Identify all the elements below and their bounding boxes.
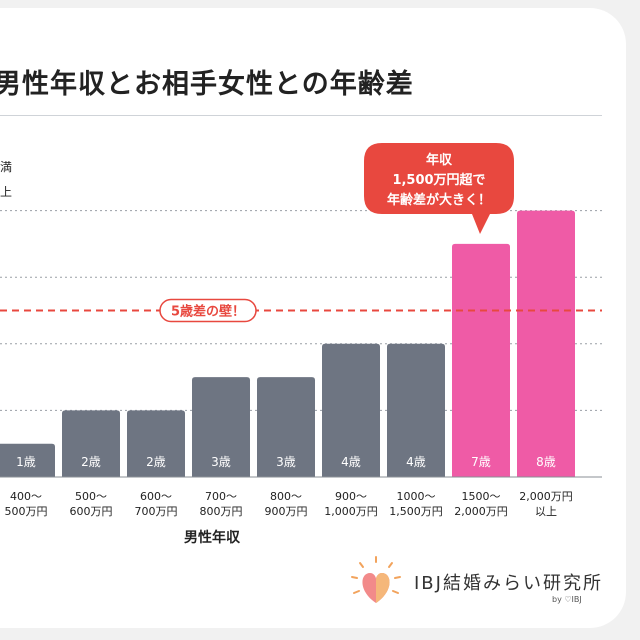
bar [517, 210, 575, 477]
bar [0, 443, 55, 477]
bar-value-label: 3歳 [211, 455, 231, 469]
x-tick-label: 800〜 900万円 [265, 490, 308, 518]
x-tick-label: 400〜 500万円 [5, 490, 48, 518]
bar [62, 410, 120, 477]
bar-value-label: 4歳 [406, 455, 426, 469]
wall-label-pill [159, 298, 257, 323]
title-divider [0, 115, 602, 116]
bar-value-label: 4歳 [341, 455, 361, 469]
x-tick-label: 500〜 600万円 [70, 490, 113, 518]
bar-value-label: 8歳 [536, 455, 556, 469]
x-tick-label: 700〜 800万円 [200, 490, 243, 518]
x-tick-label: 2,000万円以上 [519, 490, 573, 518]
heart-logo-icon [351, 556, 401, 603]
chart-title: 男性年収とお相手女性との年齢差 [0, 69, 414, 100]
bar [257, 377, 315, 477]
logo-by-text: by ♡IBJ [552, 595, 582, 604]
legend-fragment-1: 満 [0, 160, 13, 174]
bar-value-label: 3歳 [276, 455, 296, 469]
x-tick-label: 1500〜 2,000万円 [454, 490, 508, 518]
bar [387, 343, 445, 477]
x-axis-title: 男性年収 [184, 529, 241, 546]
bar [322, 343, 380, 477]
callout-text: 年齢差が大きく！ [387, 192, 491, 208]
legend-fragment-2: 上 [0, 185, 13, 199]
bar-value-label: 7歳 [471, 455, 491, 469]
x-tick-label: 600〜 700万円 [135, 490, 178, 518]
bar [452, 243, 510, 477]
bar-chart: 1歳 400〜 500万円 2歳 500〜 600万円 2歳 600〜 700万円 3歳 700〜 8… [0, 143, 602, 546]
x-tick-label: 900〜 1,000万円 [324, 490, 378, 518]
ibj-logo: IBJ結婚みらい研究所 by ♡IBJ [348, 555, 608, 611]
logo-text: IBJ結婚みらい研究所 [414, 573, 603, 594]
bar [192, 377, 250, 477]
bar-value-label: 2歳 [81, 455, 101, 469]
bar [127, 410, 185, 477]
bar-value-label: 1歳 [16, 455, 36, 469]
callout-text: 年収 [426, 152, 453, 168]
callout-bubble [364, 143, 514, 234]
x-tick-label: 1000〜 1,500万円 [389, 490, 443, 518]
callout-text: 1,500万円超で [392, 172, 485, 188]
wall-label: 5歳差の壁！ [171, 304, 245, 320]
bar-value-label: 2歳 [146, 455, 166, 469]
